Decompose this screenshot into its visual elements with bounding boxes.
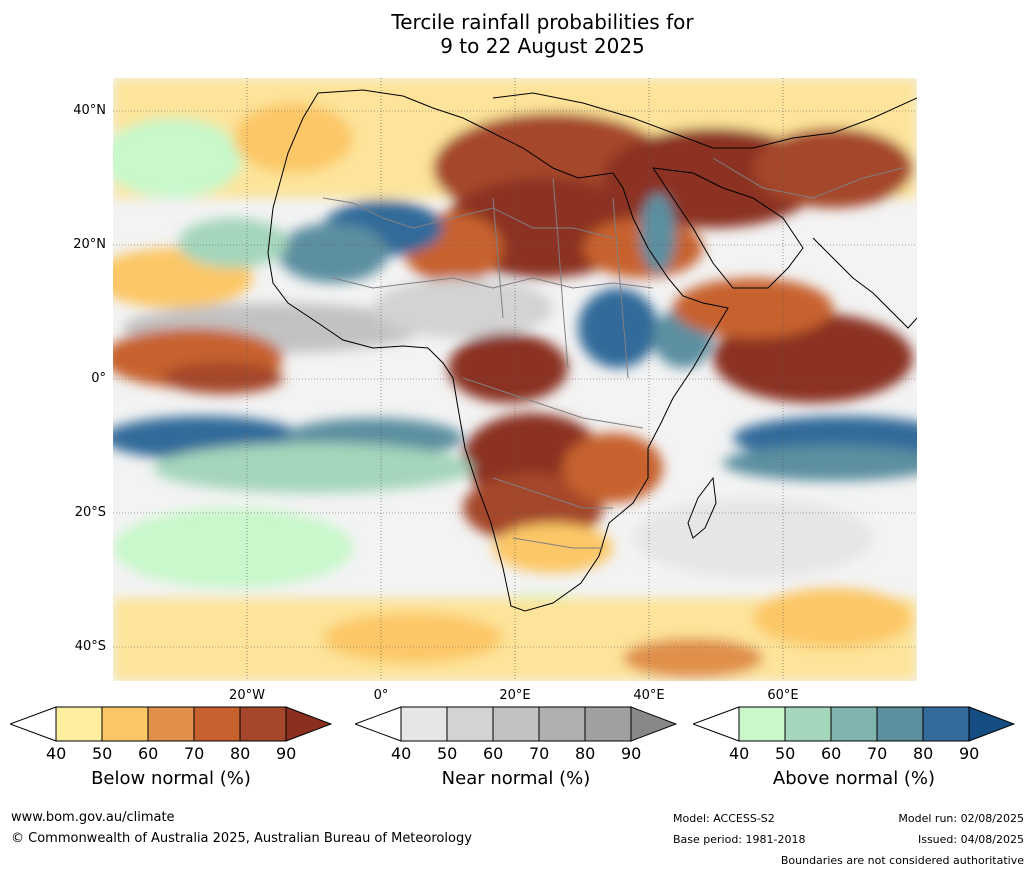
above-normal-over-arrow [968, 706, 1015, 742]
near-normal-bin-60-70 [492, 706, 540, 742]
cb-tick: 60 [138, 744, 159, 763]
coastlines [267, 89, 917, 612]
cb-tick: 40 [46, 744, 67, 763]
near-normal-bin-70-80 [538, 706, 586, 742]
below-normal-bin-40-50 [55, 706, 103, 742]
cb-tick: 80 [230, 744, 251, 763]
probability-map [113, 78, 917, 681]
cb-tick: 60 [483, 744, 504, 763]
below-normal-bin-80-90 [239, 706, 287, 742]
cb-tick: 60 [821, 744, 842, 763]
lat-label-20n: 20°N [73, 237, 106, 252]
cb-tick: 40 [729, 744, 750, 763]
lat-label-40n: 40°N [73, 103, 106, 118]
above-normal-bin-60-70 [830, 706, 878, 742]
boundaries-note: Boundaries are not considered authoritat… [780, 854, 1024, 867]
issued-text: Issued: 04/08/2025 [917, 833, 1024, 846]
near-normal-bin-40-50 [400, 706, 448, 742]
model-text: Model: ACCESS-S2 [673, 812, 775, 825]
country-borders [322, 157, 904, 549]
cb-tick: 90 [959, 744, 980, 763]
cb-tick: 70 [529, 744, 550, 763]
title-line-2: 9 to 22 August 2025 [440, 34, 645, 58]
near-normal-under-arrow [355, 706, 402, 742]
copyright-text: © Commonwealth of Australia 2025, Austra… [11, 831, 472, 846]
cb-tick: 80 [575, 744, 596, 763]
above-normal-bin-80-90 [922, 706, 970, 742]
lon-label-20e: 20°E [499, 688, 531, 703]
near-normal-over-arrow [630, 706, 677, 742]
below-normal-title: Below normal (%) [91, 768, 251, 789]
near-normal-title: Near normal (%) [441, 768, 591, 789]
above-normal-bin-70-80 [876, 706, 924, 742]
lon-label-0: 0° [373, 688, 389, 703]
lat-label-20s: 20°S [74, 505, 106, 520]
base-period-text: Base period: 1981-2018 [673, 833, 806, 846]
graticule [113, 78, 917, 681]
cb-tick: 90 [276, 744, 297, 763]
map-title: Tercile rainfall probabilities for 9 to … [0, 10, 1035, 58]
model-run-text: Model run: 02/08/2025 [898, 812, 1024, 825]
lon-label-40e: 40°E [633, 688, 665, 703]
above-normal-title: Above normal (%) [772, 768, 936, 789]
below-normal-bin-60-70 [147, 706, 195, 742]
near-normal-bin-50-60 [446, 706, 494, 742]
colorbar-near-normal [355, 706, 677, 742]
lon-label-20w: 20°W [229, 688, 265, 703]
title-line-1: Tercile rainfall probabilities for [391, 10, 694, 34]
cb-tick: 90 [621, 744, 642, 763]
below-normal-over-arrow [285, 706, 332, 742]
below-normal-under-arrow [10, 706, 57, 742]
above-normal-bin-50-60 [784, 706, 832, 742]
lat-label-40s: 40°S [74, 639, 106, 654]
cb-tick: 70 [867, 744, 888, 763]
lon-label-60e: 60°E [767, 688, 799, 703]
above-normal-bin-40-50 [738, 706, 786, 742]
website-link[interactable]: www.bom.gov.au/climate [11, 810, 175, 825]
map-canvas [113, 78, 917, 681]
near-normal-bin-80-90 [584, 706, 632, 742]
cb-tick: 50 [437, 744, 458, 763]
colorbar-below-normal [10, 706, 332, 742]
above-normal-under-arrow [693, 706, 740, 742]
cb-tick: 70 [184, 744, 205, 763]
cb-tick: 50 [92, 744, 113, 763]
colorbar-above-normal [693, 706, 1015, 742]
below-normal-bin-50-60 [101, 706, 149, 742]
below-normal-bin-70-80 [193, 706, 241, 742]
cb-tick: 50 [775, 744, 796, 763]
cb-tick: 40 [391, 744, 412, 763]
cb-tick: 80 [913, 744, 934, 763]
lat-label-0: 0° [91, 371, 106, 386]
